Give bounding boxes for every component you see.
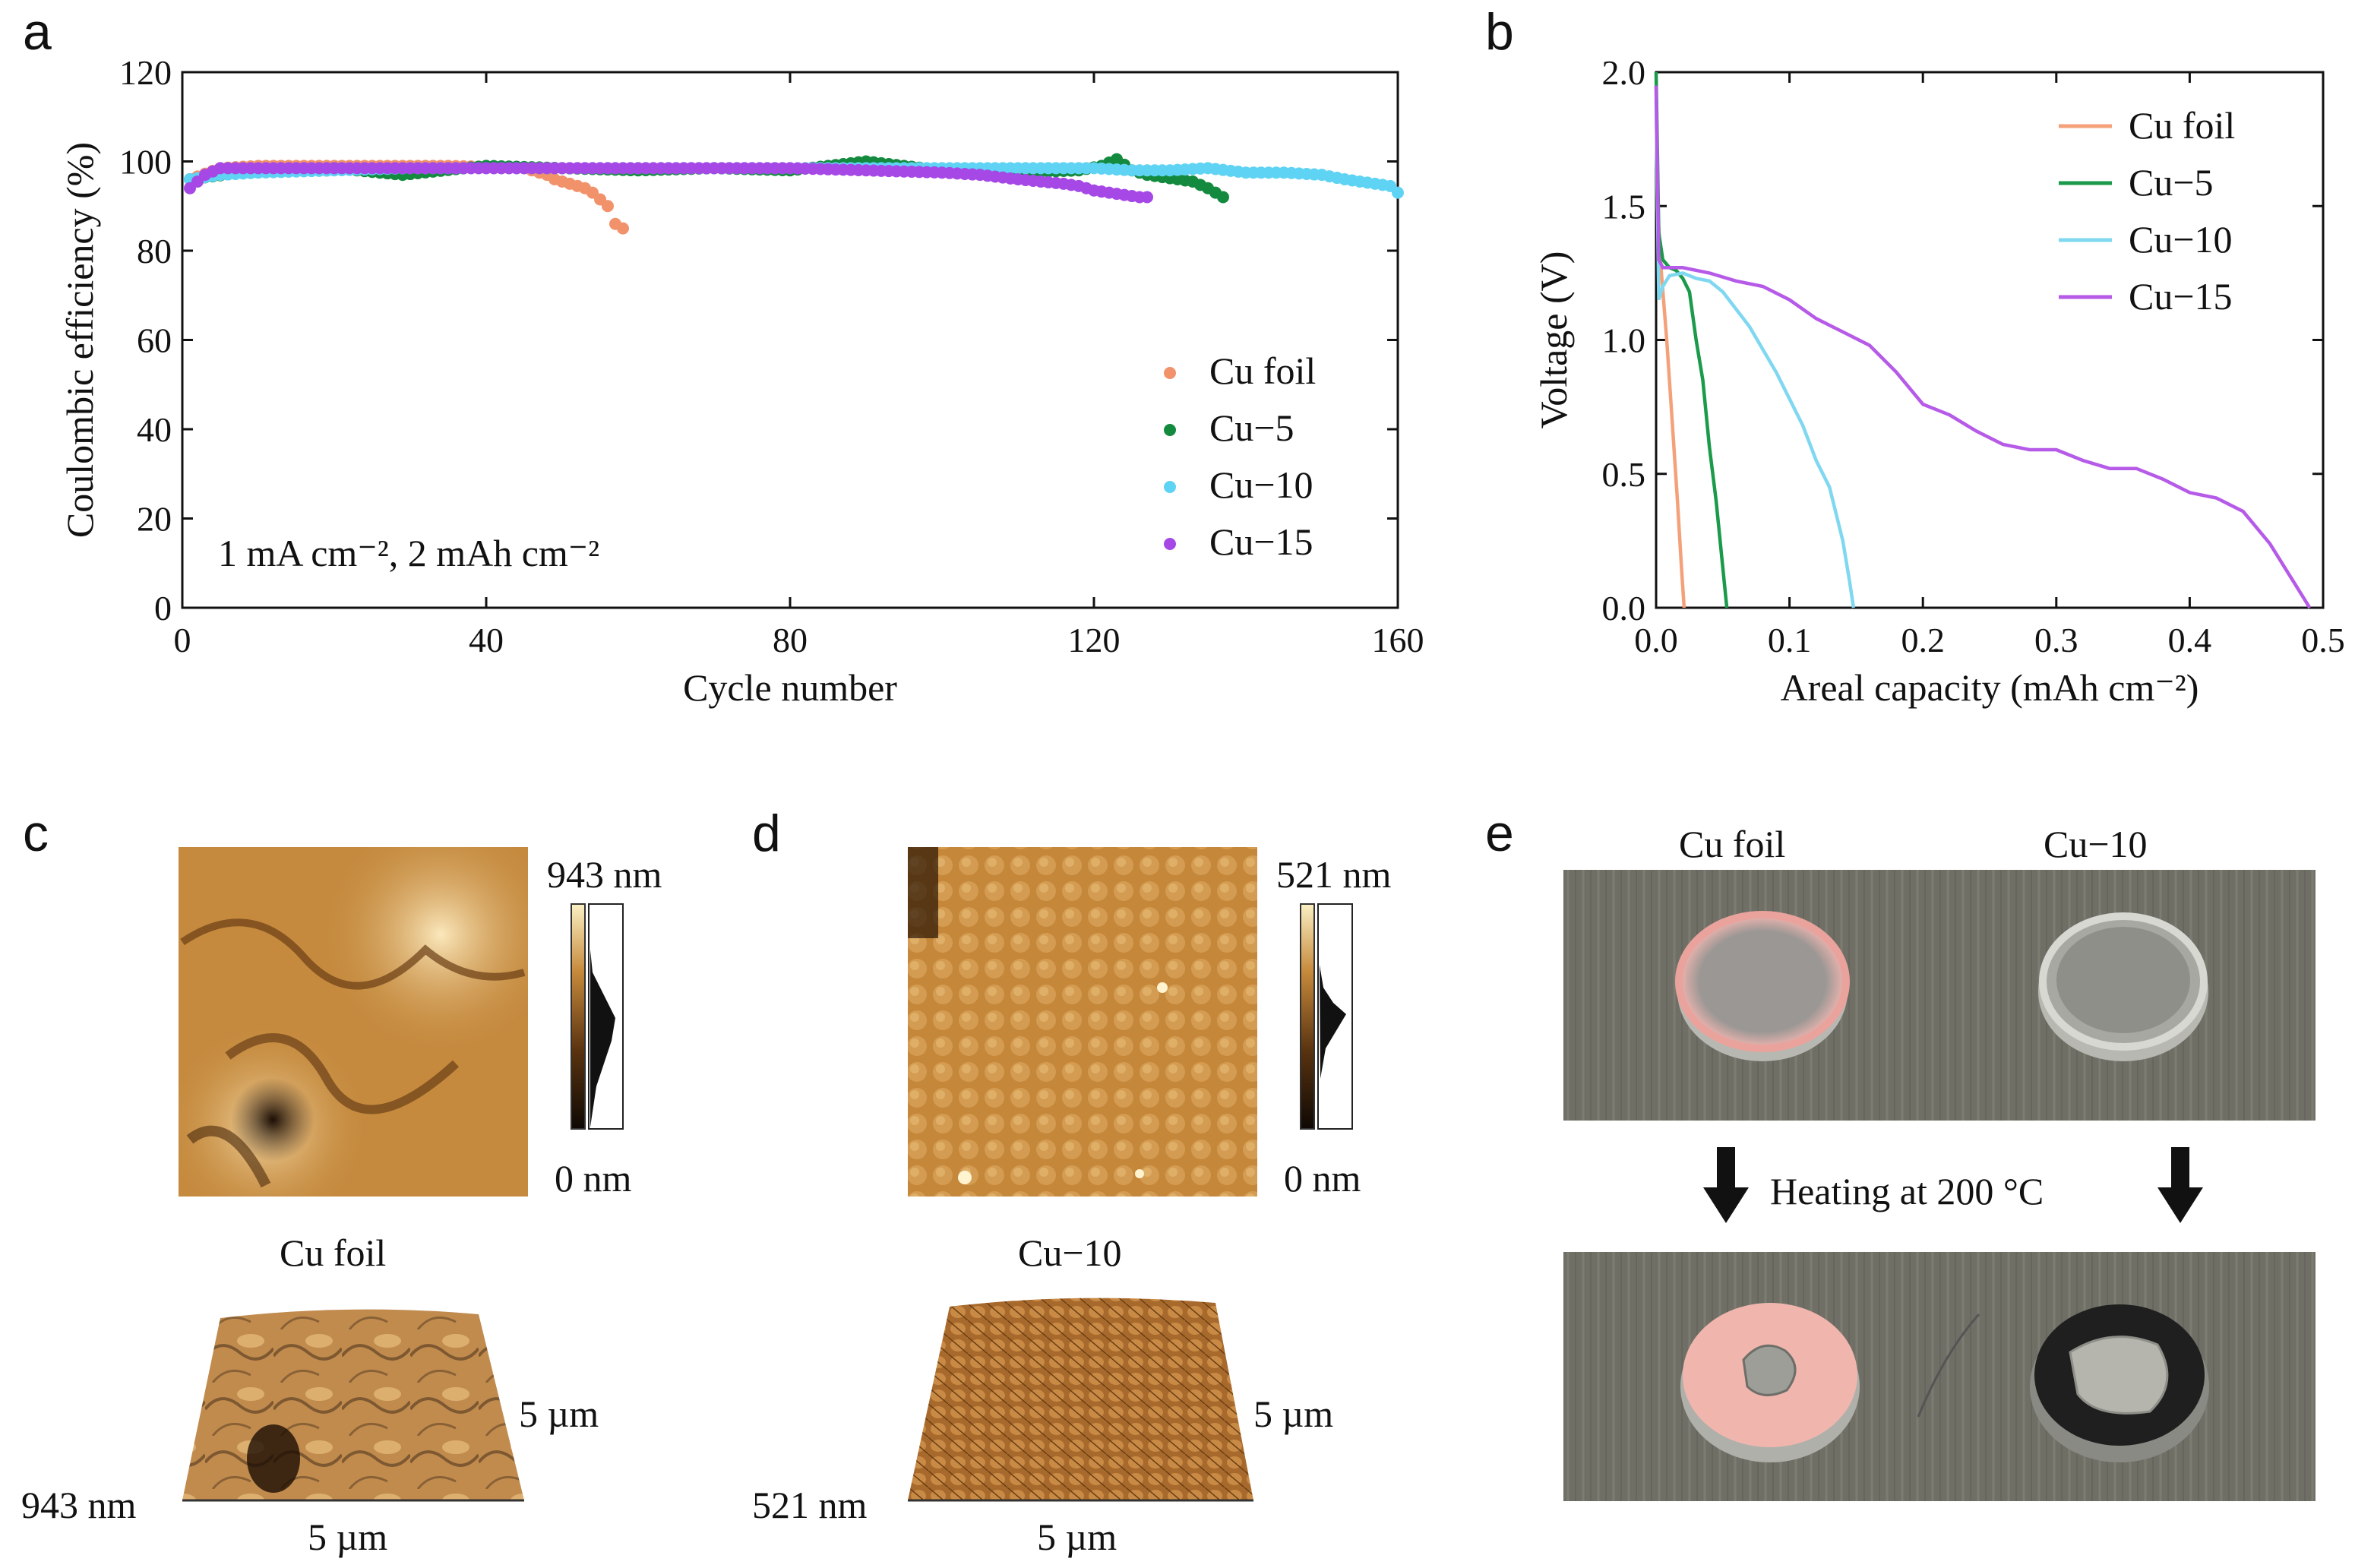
panel-label-a: a: [23, 3, 52, 61]
photo-before-heating: [1563, 870, 2315, 1121]
y-tick-label: 0.5: [1602, 455, 1646, 494]
panel-label-e: e: [1485, 805, 1514, 862]
y-tick-label: 2.0: [1602, 53, 1646, 92]
color-scale-bar: [571, 904, 585, 1129]
legend-label: Cu−10: [1209, 463, 1313, 506]
chart-b: 0.0 0.1 0.2 0.3 0.4 0.5 0.0 0.5 1.0 1.5 2.0 Areal c…: [1532, 53, 2345, 709]
y-axis-label: Voltage (V): [1532, 251, 1575, 429]
chart-a: 0 40 80 120 160 0 20 40 60 80 100 120 Cycle number Co…: [58, 53, 1424, 709]
panel-label-b: b: [1485, 3, 1514, 61]
afm-3d-image-cu-foil: [182, 1309, 524, 1502]
x-tick-label: 0.4: [2168, 621, 2212, 659]
data-point: [1141, 191, 1153, 204]
x-tick-label: 0.1: [1768, 621, 1812, 659]
y-tick-label: 0: [154, 589, 172, 628]
y-tick-label: 0.0: [1602, 589, 1646, 628]
arrow-down-right: [2157, 1147, 2203, 1223]
y-tick-label: 100: [119, 143, 172, 182]
x-tick-label: 160: [1372, 621, 1424, 659]
legend-label: Cu−5: [1209, 406, 1294, 449]
series-line: [1654, 85, 2312, 609]
panel-label-c: c: [23, 805, 49, 862]
x-tick-label: 0.0: [1634, 621, 1678, 659]
legend-label: Cu−5: [2129, 161, 2214, 204]
label-cu-foil: Cu foil: [1679, 823, 1785, 865]
legend-label: Cu−10: [2129, 218, 2233, 261]
y-tick-label: 20: [137, 500, 172, 539]
legend-marker: [1164, 538, 1176, 550]
legend-label: Cu foil: [1209, 349, 1316, 392]
x-axis-label: Areal capacity (mAh cm⁻²): [1781, 666, 2199, 709]
legend-marker: [1164, 367, 1176, 379]
heating-label: Heating at 200 °C: [1770, 1170, 2044, 1212]
panel-label-d: d: [752, 805, 781, 862]
legend-marker: [1164, 481, 1176, 493]
series-line: [1654, 71, 1729, 609]
dim-right: 5 µm: [519, 1393, 599, 1435]
dim-right: 5 µm: [1253, 1393, 1333, 1435]
scale-min-label: 0 nm: [555, 1157, 632, 1200]
y-tick-label: 1.5: [1602, 187, 1646, 226]
y-tick-label: 80: [137, 232, 172, 270]
legend-label: Cu−15: [1209, 520, 1313, 563]
x-axis-label: Cycle number: [683, 666, 897, 709]
photo-after-heating: [1563, 1252, 2315, 1501]
afm-2d-image-cu-foil: [179, 847, 528, 1197]
data-point: [1392, 186, 1404, 199]
scale-max-label: 521 nm: [1276, 853, 1392, 896]
afm-3d-image-cu-10: [908, 1298, 1253, 1502]
scale-min-label: 0 nm: [1284, 1157, 1361, 1200]
caption-cu-10: Cu−10: [1018, 1231, 1122, 1274]
y-axis-label: Coulombic efficiency (%): [58, 142, 101, 538]
x-tick-label: 0.2: [1901, 621, 1945, 659]
dim-bottom: 5 µm: [1037, 1516, 1117, 1558]
x-tick-label: 120: [1068, 621, 1121, 659]
y-tick-label: 1.0: [1602, 321, 1646, 360]
color-scale-bar: [1301, 904, 1314, 1129]
label-cu-10: Cu−10: [2044, 823, 2148, 865]
x-tick-label: 0.3: [2034, 621, 2078, 659]
series-line: [1654, 99, 1856, 609]
x-tick-label: 80: [773, 621, 808, 659]
caption-cu-foil: Cu foil: [280, 1231, 386, 1274]
series-line: [1654, 85, 1686, 609]
scale-max-label: 943 nm: [547, 853, 662, 896]
data-point: [1217, 191, 1229, 204]
legend-label: Cu foil: [2129, 104, 2235, 147]
data-point: [617, 222, 629, 235]
dim-bottom: 5 µm: [308, 1516, 387, 1558]
afm-2d-image-cu-10: [908, 847, 1257, 1197]
arrow-down-left: [1703, 1147, 1749, 1223]
x-tick-label: 0.5: [2301, 621, 2345, 659]
data-point: [602, 200, 614, 213]
x-tick-label: 0: [174, 621, 191, 659]
x-tick-label: 40: [469, 621, 504, 659]
y-tick-label: 60: [137, 321, 172, 360]
legend-marker: [1164, 424, 1176, 436]
dim-height: 943 nm: [21, 1484, 137, 1526]
dim-height: 521 nm: [752, 1484, 868, 1526]
legend-label: Cu−15: [2129, 275, 2233, 318]
annotation: 1 mA cm⁻², 2 mAh cm⁻²: [218, 532, 599, 574]
y-tick-label: 40: [137, 410, 172, 449]
y-tick-label: 120: [119, 53, 172, 92]
